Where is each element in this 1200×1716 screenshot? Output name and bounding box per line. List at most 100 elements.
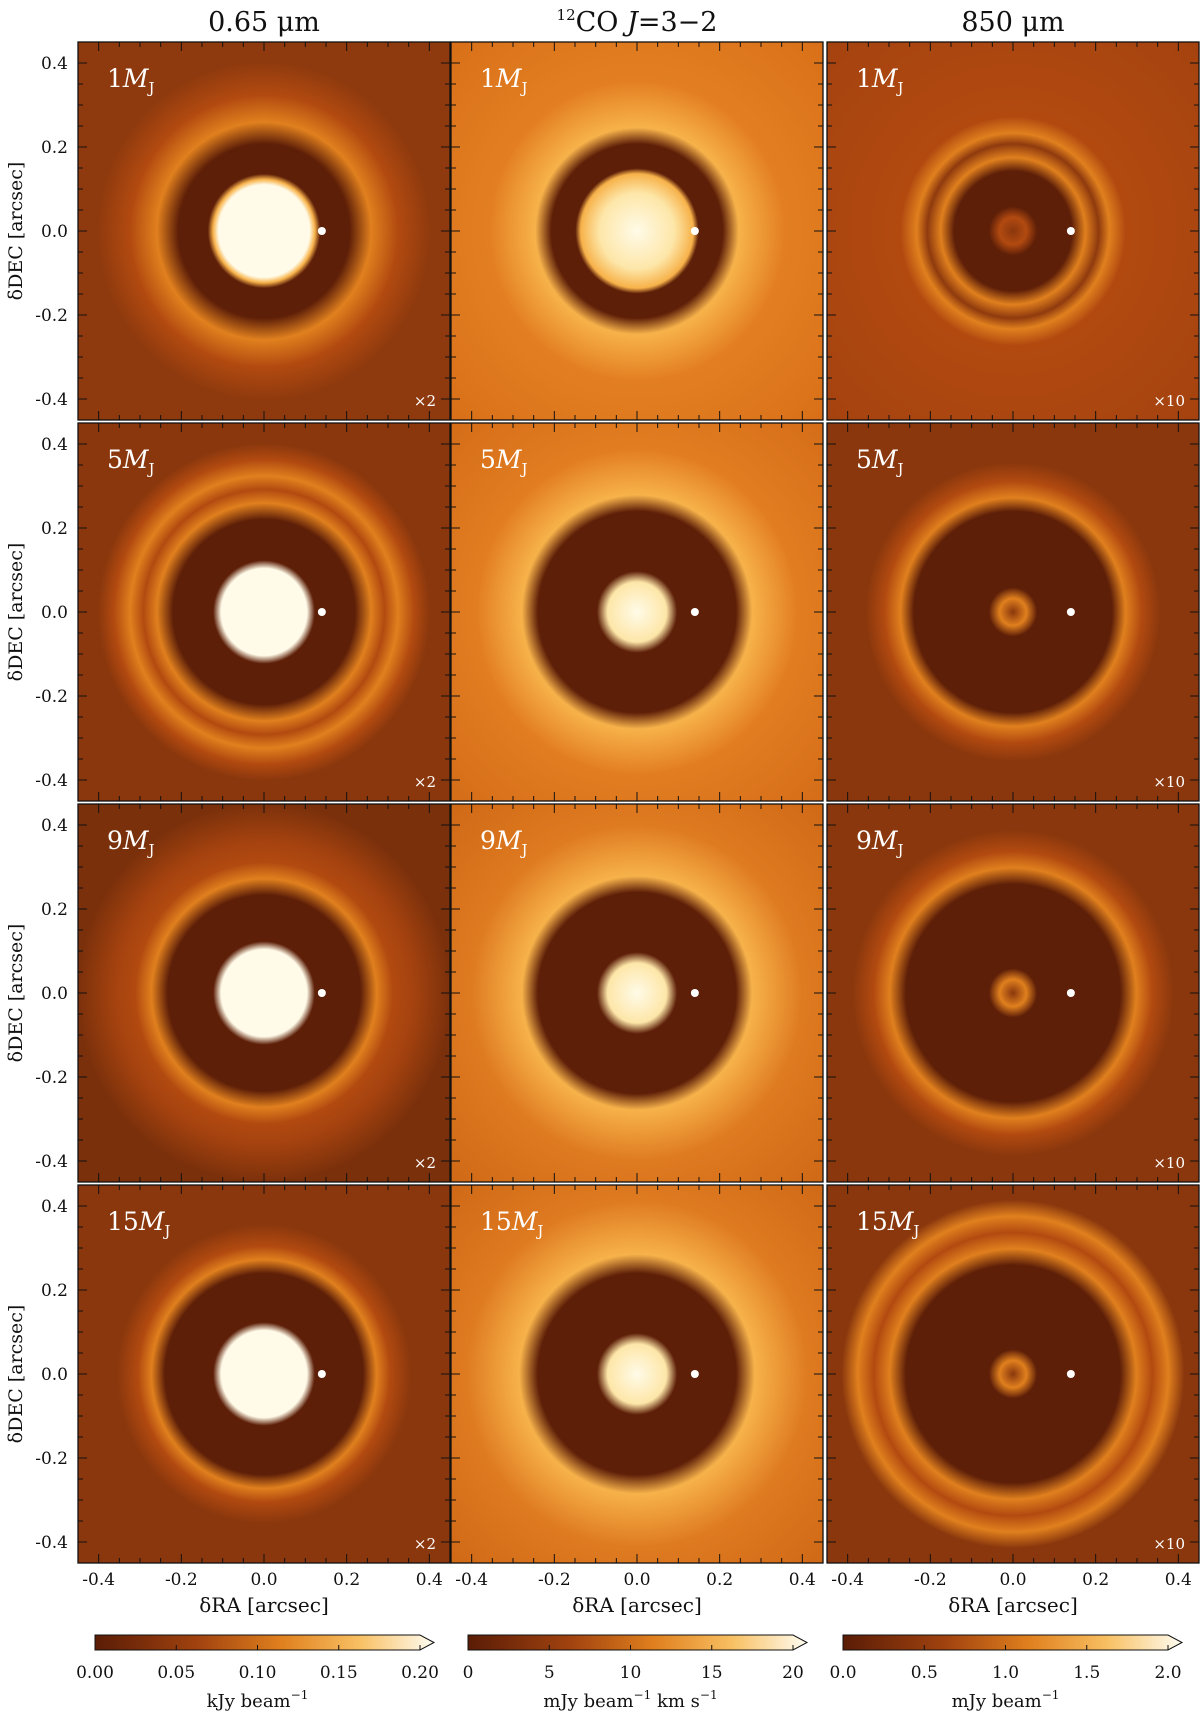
ylabel: δDEC [arcsec] [5, 543, 27, 682]
x-tick-label: 0.2 [333, 1570, 360, 1590]
y-tick-label: 0.2 [41, 519, 68, 539]
colorbar-850um: 0.0 0.5 1.0 1.5 2.0 mJy beam−1 [829, 1634, 1184, 1712]
scale-factor-label: ×10 [1153, 392, 1185, 410]
colorbar-tick-label: 5 [544, 1663, 555, 1683]
colorbar-ramp [94, 1634, 436, 1651]
mass-label: 5MJ [107, 445, 155, 478]
y-tick-label: 0.2 [41, 138, 68, 158]
xlabel-col2: δRA [arcsec] [572, 1593, 702, 1617]
panel-image [827, 423, 1199, 801]
x-tick-label: 0.2 [1082, 1570, 1109, 1590]
colorbar-optical: 0.00 0.05 0.10 0.15 0.20 kJy beam−1 [76, 1634, 439, 1712]
scale-factor-label: ×10 [1153, 1535, 1185, 1553]
x-tick-label: -0.2 [914, 1570, 947, 1590]
mass-label: 9MJ [480, 826, 528, 859]
x-tick-label: 0.0 [623, 1570, 650, 1590]
y-tick-label: 0.0 [41, 1365, 68, 1385]
colorbar-tick-label: 0.05 [157, 1663, 195, 1683]
y-tick-label: 0.2 [41, 1281, 68, 1301]
colorbar-tick-label: 1.5 [1073, 1663, 1100, 1683]
colorbar-ramp [842, 1634, 1184, 1651]
colorbar-unit-label: mJy beam−1 [952, 1688, 1060, 1712]
planet-marker [317, 227, 326, 235]
y-tick-label: 0.4 [41, 1197, 68, 1217]
y-tick-label: 0.4 [41, 435, 68, 455]
mass-label: 1MJ [856, 64, 904, 97]
panel-image [78, 804, 450, 1182]
panel-image [451, 1185, 823, 1563]
planet-marker [317, 608, 326, 616]
y-tick-label: 0.0 [41, 984, 68, 1004]
colorbar-tick-label: 0.20 [401, 1663, 439, 1683]
colorbar-tick-label: 0.10 [239, 1663, 277, 1683]
y-tick-label: -0.4 [35, 390, 68, 410]
y-tick-label: 0.4 [41, 816, 68, 836]
y-tick-label: -0.4 [35, 1152, 68, 1172]
colorbar-tick-label: 0 [463, 1663, 474, 1683]
panel-image [827, 804, 1199, 1182]
panel-optical-row3: 9MJ ×2 [77, 803, 451, 1183]
x-tick-label: -0.4 [831, 1570, 864, 1590]
colorbars: 0.00 0.05 0.10 0.15 0.20 kJy beam−1 0 5 10 15 20 mJ… [76, 1634, 1184, 1712]
x-tick-label: -0.2 [538, 1570, 571, 1590]
panel-image [451, 804, 823, 1182]
colorbar-tick-label: 20 [782, 1663, 804, 1683]
panel-image [451, 423, 823, 801]
panel-image [827, 42, 1199, 420]
x-tick-label: -0.4 [82, 1570, 115, 1590]
y-tick-label: -0.2 [35, 1449, 68, 1469]
panel-image [827, 1185, 1199, 1563]
colorbar-co: 0 5 10 15 20 mJy beam−1 km s−1 [463, 1634, 809, 1712]
panel-grid: 1MJ ×2 1MJ 1MJ ×10 5MJ ×2 5MJ 5MJ ×10 9MJ ×2 9MJ 9MJ ×… [77, 41, 1200, 1564]
panel-image [78, 42, 450, 420]
panel-850um-row3: 9MJ ×10 [826, 803, 1200, 1183]
planet-marker [317, 1370, 326, 1378]
ylabel: δDEC [arcsec] [5, 924, 27, 1063]
planet-marker [690, 989, 699, 997]
x-tick-label: 0.4 [416, 1570, 443, 1590]
column-title-850um: 850 μm [961, 7, 1064, 38]
colorbar-tick-label: 0.00 [76, 1663, 114, 1683]
x-tick-label: -0.2 [165, 1570, 198, 1590]
mass-label: 9MJ [107, 826, 155, 859]
mass-label: 15MJ [856, 1207, 919, 1240]
planet-marker [1066, 1370, 1075, 1378]
xlabel-col1: δRA [arcsec] [199, 1593, 329, 1617]
mass-label: 15MJ [107, 1207, 170, 1240]
colorbar-tick-label: 0.0 [829, 1663, 856, 1683]
y-tick-label: 0.4 [41, 54, 68, 74]
planet-marker [690, 227, 699, 235]
y-tick-label: -0.2 [35, 1068, 68, 1088]
colorbar-unit-label: kJy beam−1 [207, 1688, 309, 1712]
planet-marker [690, 1370, 699, 1378]
mass-label: 1MJ [480, 64, 528, 97]
panel-optical-row1: 1MJ ×2 [77, 41, 451, 421]
x-tick-label: 0.0 [999, 1570, 1026, 1590]
y-tick-label: 0.0 [41, 603, 68, 623]
panel-co-row2: 5MJ [450, 422, 824, 802]
scale-factor-label: ×2 [414, 1535, 436, 1553]
scale-factor-label: ×2 [414, 1154, 436, 1172]
colorbar-tick-label: 1.0 [992, 1663, 1019, 1683]
panel-image [451, 42, 823, 420]
x-tick-label: -0.4 [455, 1570, 488, 1590]
x-tick-label: 0.0 [250, 1570, 277, 1590]
y-tick-label: -0.4 [35, 1533, 68, 1553]
mass-label: 15MJ [480, 1207, 543, 1240]
scale-factor-label: ×10 [1153, 1154, 1185, 1172]
x-tick-label: 0.4 [1165, 1570, 1192, 1590]
y-tick-label: 0.2 [41, 900, 68, 920]
colorbar-ramp [467, 1634, 809, 1651]
scale-factor-label: ×2 [414, 773, 436, 791]
panel-850um-row1: 1MJ ×10 [826, 41, 1200, 421]
column-title-optical: 0.65 μm [208, 7, 320, 38]
planet-marker [317, 989, 326, 997]
planet-marker [1066, 989, 1075, 997]
planet-marker [1066, 608, 1075, 616]
panel-optical-row2: 5MJ ×2 [77, 422, 451, 802]
planet-marker [1066, 227, 1075, 235]
xlabel-col3: δRA [arcsec] [948, 1593, 1078, 1617]
y-tick-label: -0.2 [35, 306, 68, 326]
panel-image [78, 423, 450, 801]
